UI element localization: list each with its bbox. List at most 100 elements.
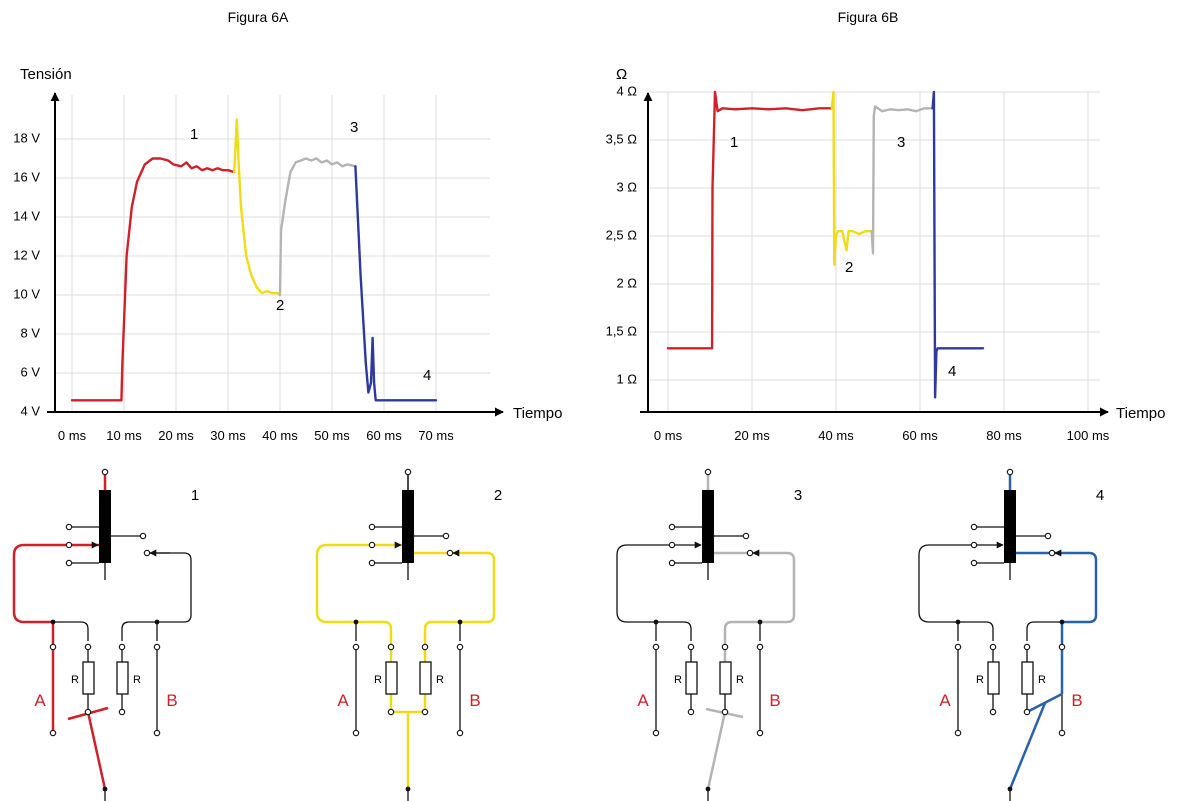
terminal: [756, 729, 764, 737]
terminal: [1023, 708, 1031, 716]
figure-6a-phase-label: 1: [190, 126, 198, 143]
figure-6a-ytick: 16 V: [13, 169, 40, 184]
figure-6a-ytick: 14 V: [13, 208, 40, 223]
resistor-label: R: [1038, 674, 1046, 686]
wire: [723, 551, 796, 662]
figure-6a-ytick: 18 V: [13, 130, 40, 145]
terminal: [65, 541, 73, 549]
figure-6a-ytick: 12 V: [13, 247, 40, 262]
resistor-label: R: [674, 674, 682, 686]
terminal: [368, 559, 376, 567]
terminal: [153, 643, 161, 651]
figure-6a-title: Figura 6A: [228, 9, 289, 25]
circuit-2: 2 R R A B: [315, 468, 502, 801]
terminal: [746, 549, 754, 557]
terminal: [421, 643, 429, 651]
figure-6a-phase-label: 3: [350, 119, 358, 136]
figure-6a-xtick: 10 ms: [106, 428, 142, 443]
wire: [918, 544, 994, 641]
figure-6b-xtick: 20 ms: [734, 428, 770, 443]
resistor-left: [82, 661, 95, 695]
figure-6b-series: [666, 90, 985, 399]
resistor-left: [685, 661, 698, 695]
terminal: [1044, 532, 1052, 540]
terminal: [1006, 468, 1014, 476]
junction-dot: [1059, 619, 1065, 625]
figure-6b-ytick: 1,5 Ω: [606, 323, 638, 338]
wire: [316, 544, 392, 641]
terminal: [721, 643, 729, 651]
terminal: [721, 708, 729, 716]
junction-dot: [757, 619, 763, 625]
terminal: [652, 643, 660, 651]
terminal: [668, 541, 676, 549]
figure-6a-phase-label: 2: [276, 297, 284, 314]
figure-6a-xlabel: Tiempo: [513, 405, 562, 422]
circuit-number: 1: [191, 487, 199, 504]
resistor-right: [116, 661, 129, 695]
terminal: [387, 643, 395, 651]
figure-6a-ytick: 8 V: [20, 325, 40, 340]
terminal: [368, 541, 376, 549]
wire: [86, 711, 107, 790]
figure-6a-series: [70, 118, 438, 402]
terminal: [970, 541, 978, 549]
circuit-number: 4: [1096, 487, 1104, 504]
circuit-1: 1 R R A B: [12, 468, 199, 801]
figure-6b-xtick: 0 ms: [654, 428, 683, 443]
terminal: [118, 643, 126, 651]
terminal: [84, 643, 92, 651]
terminal: [421, 708, 429, 716]
terminal: [368, 523, 376, 531]
figure-6b-phase-label: 2: [845, 259, 853, 276]
series-line-2: [232, 118, 282, 297]
figure-6b-xtick: 40 ms: [818, 428, 854, 443]
wire: [315, 543, 393, 662]
terminal: [49, 643, 57, 651]
junction-dot: [353, 619, 359, 625]
junction-dot: [405, 786, 411, 792]
figure-6a: Figura 6A Tensión Tiempo 4 V 6 V 8 V 10 …: [13, 9, 562, 443]
terminal: [970, 523, 978, 531]
figure-6a-ylabel: Tensión: [20, 66, 72, 83]
figure-6a-ytick: 10 V: [13, 286, 40, 301]
relay-coil: [1004, 490, 1016, 563]
relay-coil: [402, 490, 414, 563]
series-line-4: [354, 165, 438, 402]
terminal: [704, 468, 712, 476]
wire: [423, 551, 496, 662]
figure-6a-ytick: 4 V: [20, 403, 40, 418]
circuit-3: 3 R R A B: [616, 468, 802, 801]
figure-6b-xtick: 100 ms: [1067, 428, 1110, 443]
figure-6a-phase-label: 4: [423, 367, 431, 384]
relay-coil: [702, 490, 714, 563]
terminal: [756, 643, 764, 651]
resistor-right: [419, 661, 432, 695]
figure-6b-phase-label: 1: [730, 134, 738, 151]
terminal: [118, 708, 126, 716]
figure-6a-xtick: 40 ms: [262, 428, 298, 443]
terminal: [954, 729, 962, 737]
terminal: [404, 468, 412, 476]
terminal: [687, 708, 695, 716]
terminal: [143, 549, 151, 557]
wire: [1008, 702, 1047, 790]
terminal: [139, 532, 147, 540]
junction-dot: [154, 619, 160, 625]
figure-6a-xtick: 20 ms: [158, 428, 194, 443]
resistor-left: [987, 661, 1000, 695]
terminal: [65, 559, 73, 567]
figure-6b-ytick: 2,5 Ω: [606, 227, 638, 242]
figure-6a-xtick: 50 ms: [314, 428, 350, 443]
terminal: [442, 532, 450, 540]
terminal: [446, 549, 454, 557]
junction-dot: [705, 786, 711, 792]
figure-6a-xtick: 0 ms: [58, 428, 87, 443]
resistor-label: R: [71, 674, 79, 686]
resistor-label: R: [436, 674, 444, 686]
figure-6b-title: Figura 6B: [838, 9, 899, 25]
terminal: [970, 559, 978, 567]
figure-6b-phase-label: 3: [897, 134, 905, 151]
terminal: [1048, 549, 1056, 557]
